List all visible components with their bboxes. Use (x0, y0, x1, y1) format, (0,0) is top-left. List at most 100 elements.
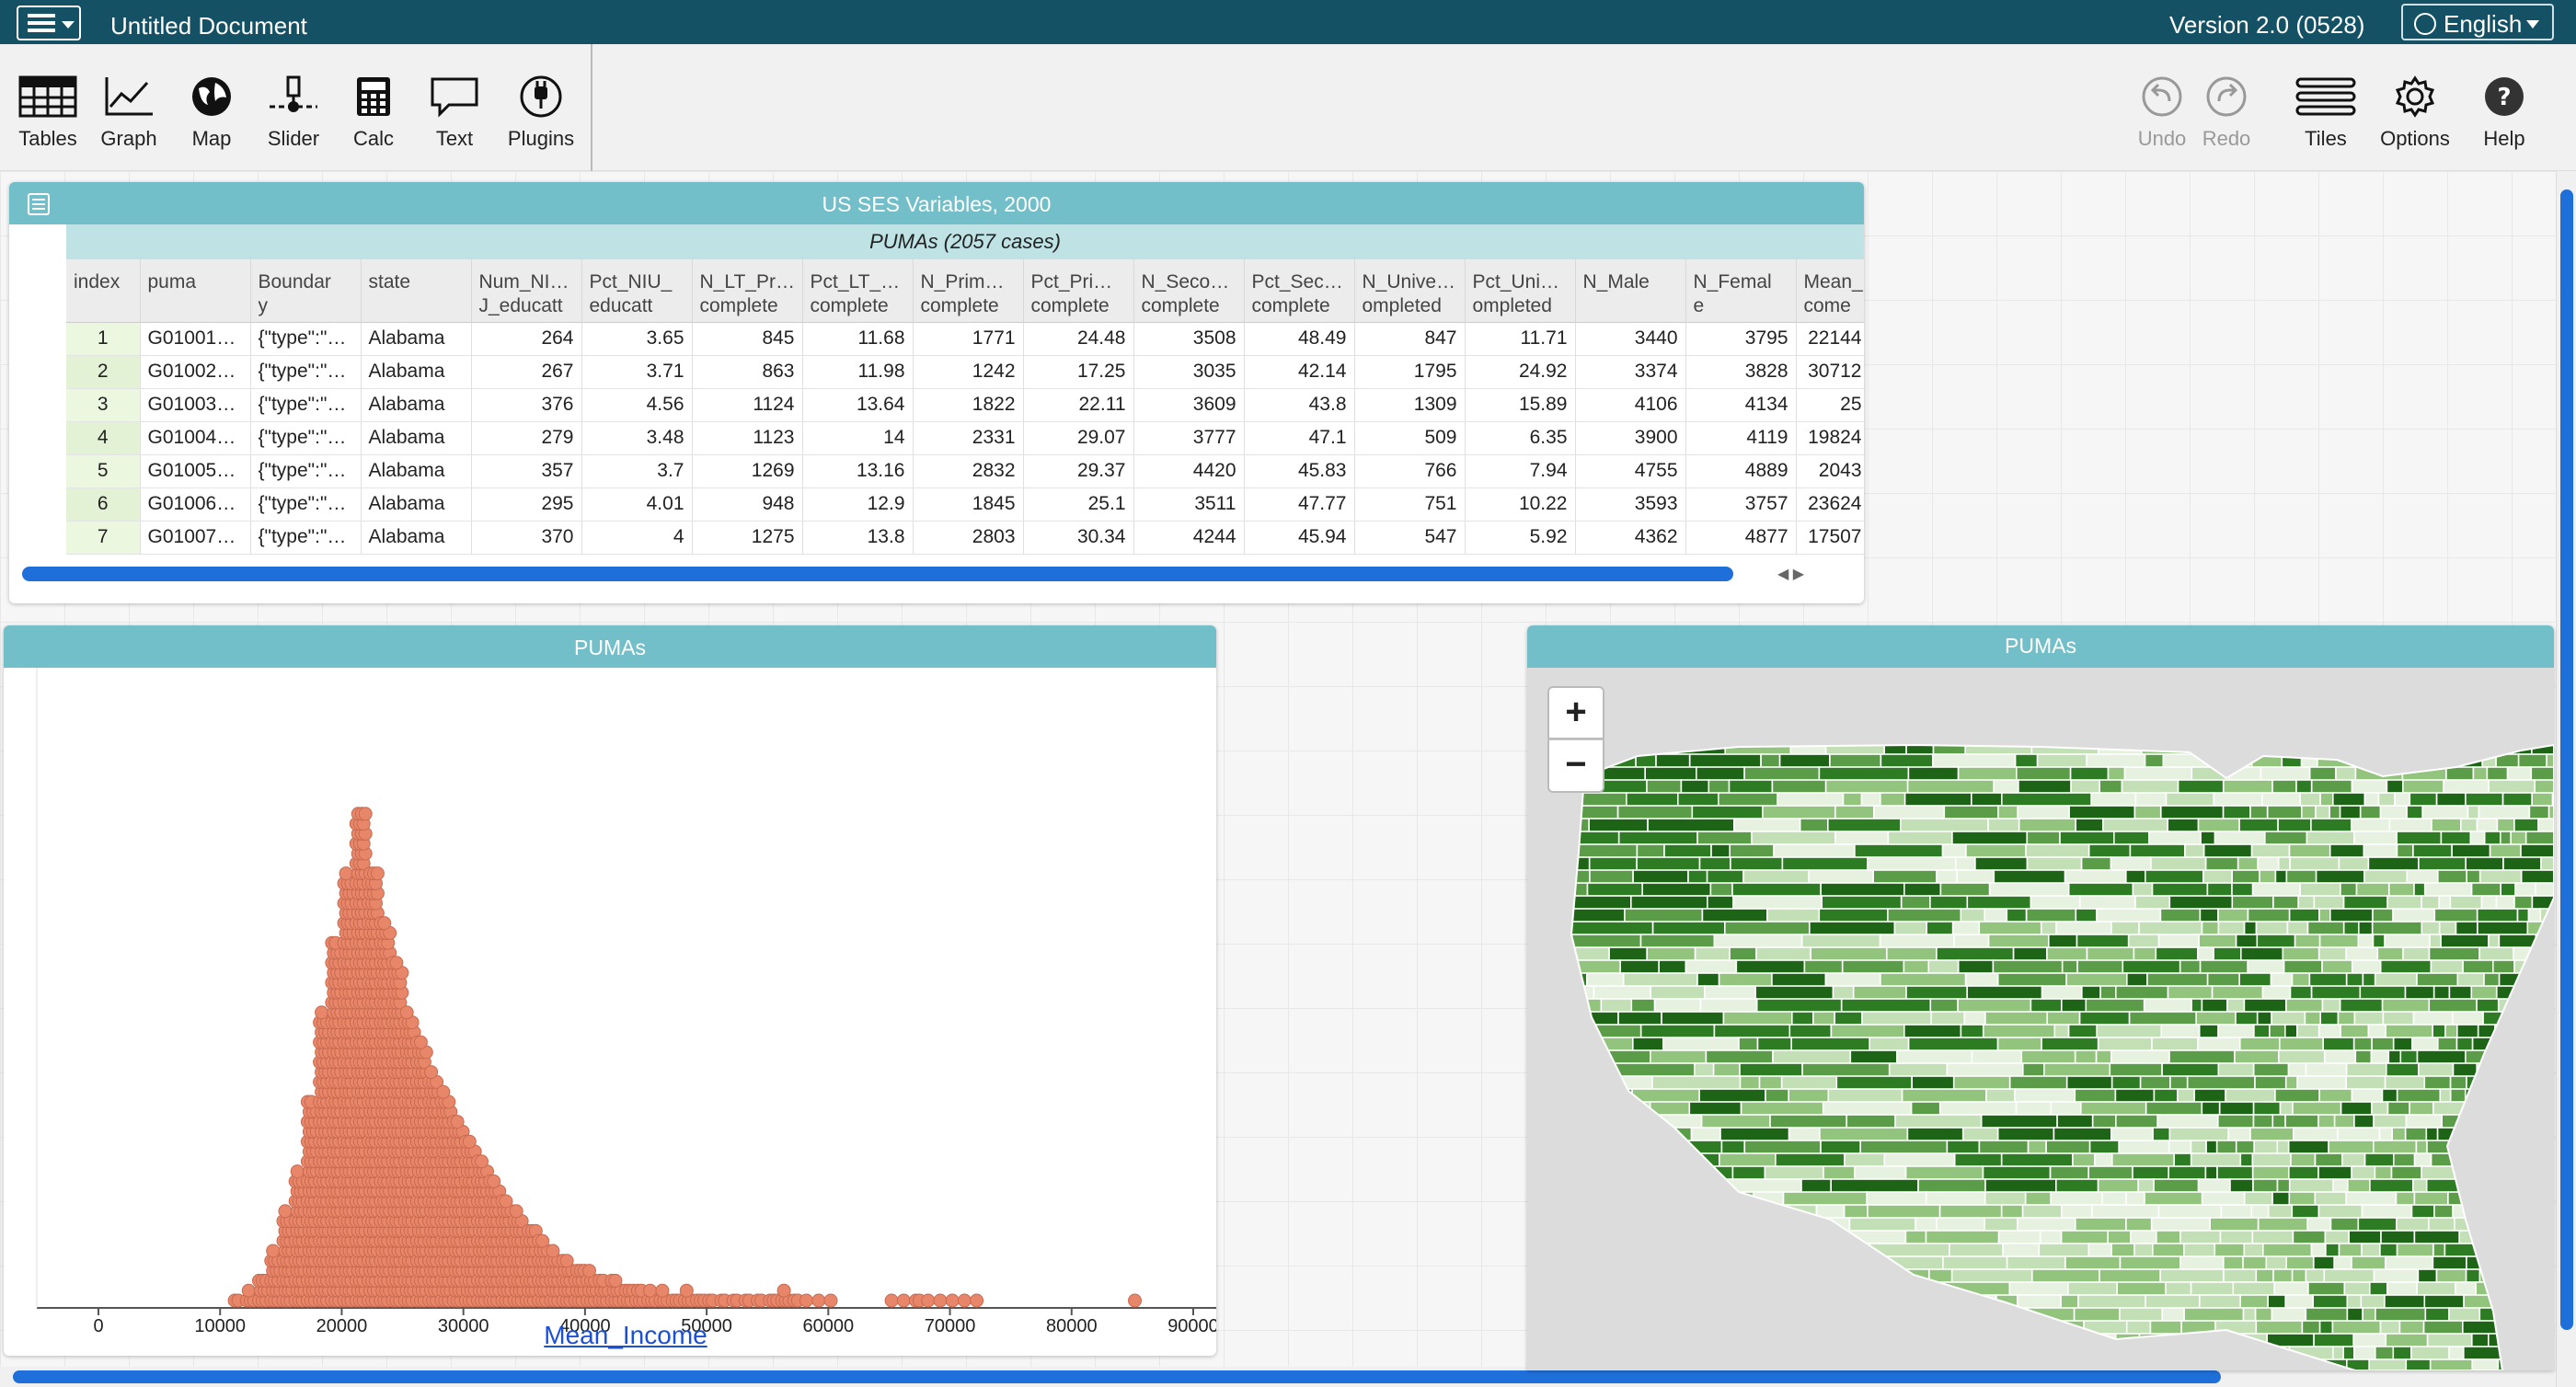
table-cell[interactable]: G01007… (140, 521, 251, 555)
table-cell[interactable]: 22144 (1796, 322, 1864, 356)
data-point[interactable] (358, 807, 373, 821)
puma-region[interactable] (2064, 1255, 2122, 1270)
puma-region[interactable] (2182, 1243, 2216, 1259)
puma-region[interactable] (2546, 753, 2554, 774)
puma-region[interactable] (2386, 895, 2422, 911)
puma-region[interactable] (2399, 1049, 2419, 1064)
puma-region[interactable] (1650, 1358, 1678, 1370)
puma-region[interactable] (2527, 1204, 2554, 1222)
puma-region[interactable] (2186, 1075, 2256, 1092)
puma-region[interactable] (2406, 805, 2423, 820)
puma-region[interactable] (1875, 1307, 1912, 1324)
column-header[interactable]: Pct_LT_… complete (802, 259, 914, 323)
puma-region[interactable] (2014, 1346, 2048, 1369)
puma-region[interactable] (1770, 1268, 1825, 1286)
table-cell[interactable]: 4755 (1575, 454, 1686, 488)
table-cell[interactable]: 3777 (1133, 421, 1245, 455)
column-header[interactable]: N_Seco… complete (1133, 259, 1245, 323)
puma-region[interactable] (1564, 1204, 1621, 1223)
table-cell[interactable]: 14 (802, 421, 914, 455)
table-cell[interactable]: 376 (471, 388, 582, 422)
puma-region[interactable] (2324, 1230, 2351, 1245)
puma-region[interactable] (1880, 1358, 1913, 1370)
puma-region[interactable] (1859, 1243, 1950, 1258)
puma-region[interactable] (2346, 1307, 2363, 1323)
table-cell[interactable]: 24.48 (1023, 322, 1134, 356)
data-point[interactable] (1128, 1293, 1142, 1308)
puma-region[interactable] (1880, 753, 1934, 770)
puma-region[interactable] (1834, 831, 1890, 846)
table-row[interactable]: 5 G01005… {"type":"… Alabama 357 3.7 1269 13.16… (66, 454, 1864, 488)
puma-region[interactable] (1689, 1217, 1735, 1239)
data-point[interactable] (559, 1254, 574, 1268)
puma-region[interactable] (1564, 1346, 1599, 1366)
puma-region[interactable] (1680, 1255, 1724, 1278)
puma-region[interactable] (1639, 1127, 1668, 1150)
puma-region[interactable] (2198, 1294, 2241, 1311)
puma-region[interactable] (1744, 1294, 1825, 1317)
puma-region[interactable] (1789, 1255, 1869, 1277)
puma-region[interactable] (2501, 1230, 2547, 1249)
puma-region[interactable] (1903, 1024, 1962, 1040)
puma-region[interactable] (2535, 1011, 2554, 1026)
table-cell[interactable]: 1822 (913, 388, 1024, 422)
puma-region[interactable] (2506, 766, 2533, 782)
puma-region[interactable] (2444, 1243, 2487, 1258)
puma-region[interactable] (2502, 1243, 2549, 1267)
puma-region[interactable] (1564, 1191, 1600, 1207)
column-header[interactable]: Mean_ come (1796, 259, 1864, 323)
puma-region[interactable] (2471, 1101, 2518, 1118)
column-header[interactable]: N_Femal e (1685, 259, 1797, 323)
puma-region[interactable] (2528, 1127, 2554, 1146)
puma-region[interactable] (1925, 1230, 2000, 1245)
puma-region[interactable] (2421, 921, 2441, 936)
puma-region[interactable] (2045, 1140, 2091, 1155)
puma-region[interactable] (2105, 1346, 2168, 1368)
table-cell[interactable]: {"type":"… (250, 487, 362, 522)
puma-region[interactable] (2132, 882, 2154, 897)
puma-region[interactable] (2543, 1101, 2554, 1121)
table-cell[interactable]: 25.1 (1023, 487, 1134, 522)
data-point[interactable] (450, 1115, 465, 1129)
row-index-cell[interactable]: 6 (66, 487, 141, 522)
table-cell[interactable]: 267 (471, 355, 582, 389)
puma-region[interactable] (2271, 1114, 2286, 1129)
puma-region[interactable] (1737, 1358, 1781, 1370)
puma-region[interactable] (2531, 1346, 2554, 1366)
puma-region[interactable] (2536, 1075, 2554, 1098)
puma-region[interactable] (2431, 741, 2463, 760)
table-cell[interactable]: 6.35 (1465, 421, 1576, 455)
data-point[interactable] (290, 1164, 305, 1179)
puma-region[interactable] (1910, 1358, 1935, 1370)
puma-region[interactable] (1988, 882, 2070, 898)
table-cell[interactable]: 370 (471, 521, 582, 555)
puma-region[interactable] (1627, 1140, 1658, 1154)
puma-region[interactable] (1564, 1140, 1600, 1158)
puma-region[interactable] (1564, 1178, 1638, 1199)
puma-region[interactable] (2547, 1320, 2554, 1336)
puma-region[interactable] (2433, 1204, 2454, 1221)
table-cell[interactable]: 1242 (913, 355, 1024, 389)
table-cell[interactable]: 847 (1354, 322, 1466, 356)
data-point[interactable] (370, 866, 385, 881)
table-cell[interactable]: 22.11 (1023, 388, 1134, 422)
table-cell[interactable]: Alabama (361, 388, 472, 422)
table-cell[interactable]: 1795 (1354, 355, 1466, 389)
puma-region[interactable] (1675, 1152, 1720, 1168)
puma-region[interactable] (2516, 1101, 2535, 1118)
puma-region[interactable] (1658, 1178, 1723, 1200)
puma-region[interactable] (1969, 1320, 1996, 1344)
data-point[interactable] (389, 956, 404, 970)
table-cell[interactable]: G01005… (140, 454, 251, 488)
table-cell[interactable]: Alabama (361, 421, 472, 455)
data-point[interactable] (655, 1283, 670, 1298)
puma-region[interactable] (1657, 1281, 1749, 1301)
puma-region[interactable] (1934, 1307, 1995, 1324)
puma-region[interactable] (2180, 1320, 2216, 1341)
table-cell[interactable]: 25 (1796, 388, 1864, 422)
puma-region[interactable] (2540, 1294, 2554, 1317)
data-point[interactable] (776, 1283, 791, 1298)
puma-region[interactable] (1582, 1217, 1616, 1238)
puma-region[interactable] (1724, 741, 1792, 756)
table-cell[interactable]: 766 (1354, 454, 1466, 488)
